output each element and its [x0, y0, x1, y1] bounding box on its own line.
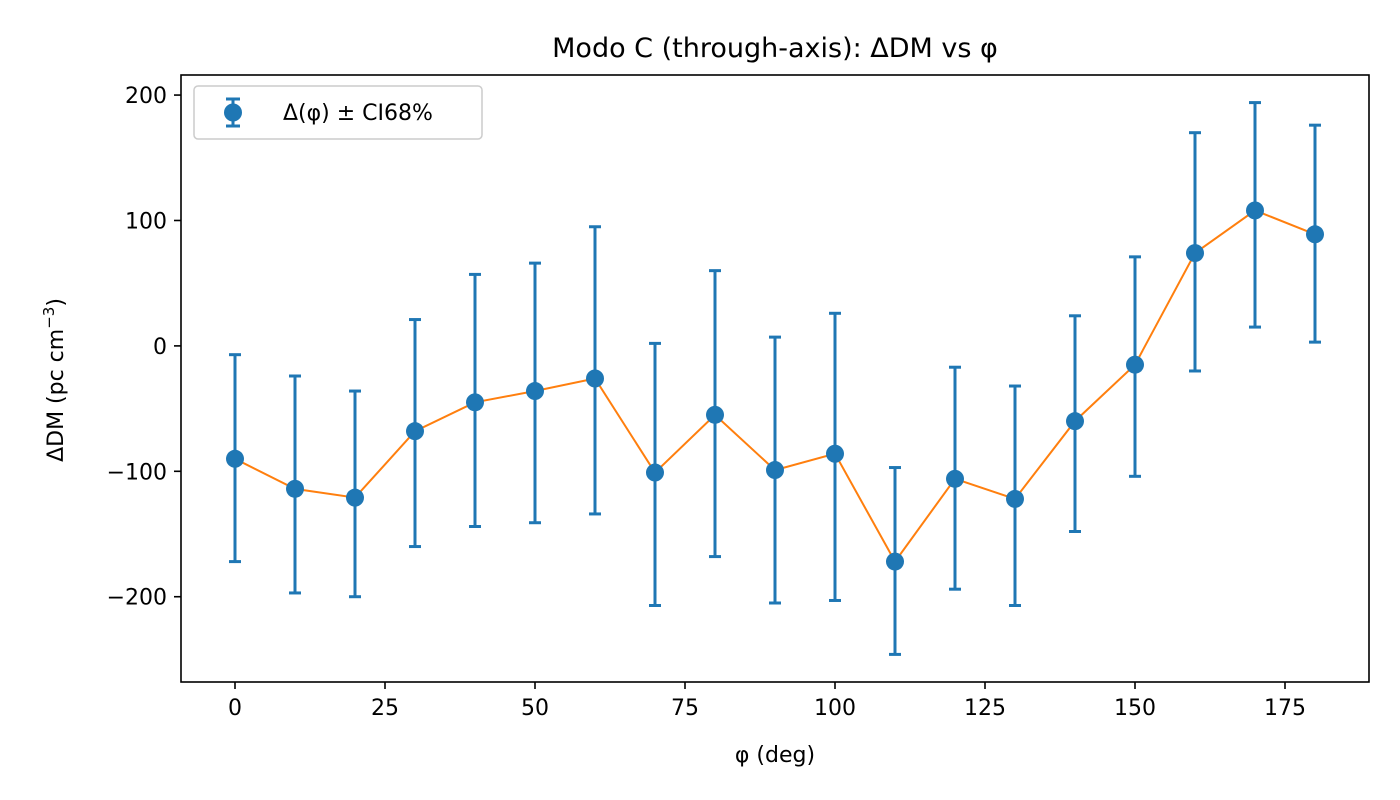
data-points — [226, 201, 1324, 571]
y-axis-label: ΔDM (pc cm−3) — [40, 298, 69, 462]
data-point — [1006, 489, 1024, 508]
data-point — [1126, 355, 1144, 374]
legend-entry-label: Δ(φ) ± CI68% — [283, 101, 433, 126]
data-point — [706, 405, 724, 424]
x-axis: 0 25 50 75 100 125 150 175 — [228, 682, 1306, 721]
chart-title: Modo C (through-axis): ΔDM vs φ — [552, 33, 998, 64]
data-point — [946, 469, 964, 488]
data-point — [466, 393, 484, 412]
x-tick-label: 0 — [228, 696, 242, 721]
y-tick-label: −200 — [107, 586, 167, 611]
data-point — [1186, 244, 1204, 263]
y-tick-label: 100 — [125, 209, 167, 234]
x-axis-label: φ (deg) — [735, 743, 815, 768]
data-point — [646, 463, 664, 482]
plot-area — [226, 101, 1324, 656]
y-axis-label-close: ) — [44, 298, 69, 307]
data-point — [766, 461, 784, 480]
y-tick-label: 200 — [125, 84, 167, 109]
data-point — [286, 479, 304, 498]
x-tick-label: 175 — [1264, 696, 1306, 721]
x-tick-label: 125 — [964, 696, 1006, 721]
data-point — [1306, 225, 1324, 244]
plot-frame — [180, 74, 1370, 683]
legend-box — [193, 85, 483, 140]
legend: Δ(φ) ± CI68% — [193, 85, 483, 140]
data-point — [886, 552, 904, 571]
y-axis-label-base: ΔDM (pc cm — [44, 329, 69, 462]
data-point — [1066, 412, 1084, 431]
y-axis: −200 −100 0 100 200 — [107, 84, 181, 611]
data-point — [226, 449, 244, 468]
data-point — [1246, 201, 1264, 220]
x-tick-label: 25 — [371, 696, 399, 721]
data-point — [826, 444, 844, 463]
legend-marker — [224, 97, 242, 128]
x-tick-label: 75 — [671, 696, 699, 721]
y-axis-label-sup: −3 — [40, 307, 58, 329]
x-tick-label: 150 — [1114, 696, 1156, 721]
x-tick-label: 50 — [521, 696, 549, 721]
data-point — [406, 422, 424, 441]
x-tick-label: 100 — [814, 696, 856, 721]
data-point — [526, 382, 544, 401]
y-tick-label: −100 — [107, 460, 167, 485]
y-tick-label: 0 — [153, 335, 167, 360]
data-point — [346, 488, 364, 507]
data-point — [586, 369, 604, 388]
